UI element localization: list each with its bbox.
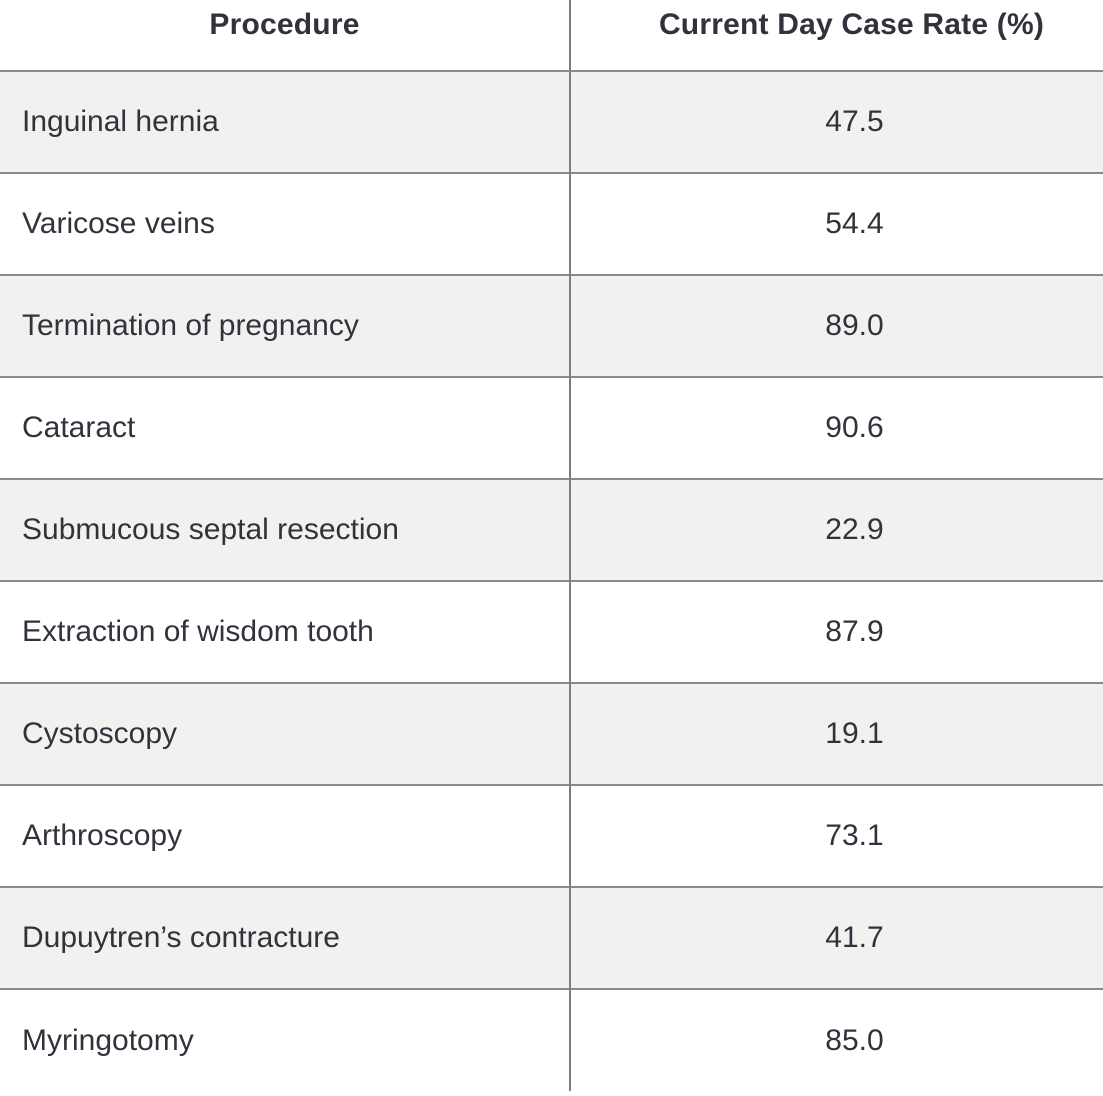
procedure-cell: Submucous septal resection (0, 478, 571, 581)
procedure-cell: Varicose veins (0, 172, 571, 275)
rate-cell: 41.7 (570, 886, 1103, 989)
table-row: Inguinal hernia 47.5 (0, 71, 1103, 173)
table-row: Termination of pregnancy 89.0 (0, 274, 1103, 377)
table-row: Extraction of wisdom tooth 87.9 (0, 580, 1103, 683)
rate-cell: 89.0 (570, 274, 1103, 377)
rate-cell: 22.9 (570, 478, 1103, 581)
column-header-procedure: Procedure (0, 0, 571, 72)
rate-cell: 73.1 (570, 784, 1103, 887)
table-header: Procedure Current Day Case Rate (%) (0, 0, 1103, 72)
rate-cell: 19.1 (570, 682, 1103, 785)
table-row: Cystoscopy 19.1 (0, 682, 1103, 785)
table-body: Inguinal hernia 47.5 Varicose veins 54.4 Ter… (0, 71, 1103, 1091)
table-row: Arthroscopy 73.1 (0, 784, 1103, 887)
rate-cell: 90.6 (570, 376, 1103, 479)
rate-cell: 47.5 (570, 71, 1103, 173)
header-row: Procedure Current Day Case Rate (%) (0, 0, 1103, 72)
rate-cell: 87.9 (570, 580, 1103, 683)
column-header-current-day-case-rate: Current Day Case Rate (%) (570, 0, 1103, 72)
procedure-cell: Inguinal hernia (0, 71, 571, 173)
table-row: Dupuytren’s contracture 41.7 (0, 886, 1103, 989)
rate-cell: 54.4 (570, 172, 1103, 275)
procedure-cell: Extraction of wisdom tooth (0, 580, 571, 683)
procedure-cell: Cystoscopy (0, 682, 571, 785)
procedure-cell: Dupuytren’s contracture (0, 886, 571, 989)
table-row: Varicose veins 54.4 (0, 172, 1103, 275)
rate-cell: 85.0 (570, 988, 1103, 1091)
table-row: Submucous septal resection 22.9 (0, 478, 1103, 581)
procedure-cell: Cataract (0, 376, 571, 479)
procedure-cell: Termination of pregnancy (0, 274, 571, 377)
procedure-cell: Arthroscopy (0, 784, 571, 887)
table-row: Myringotomy 85.0 (0, 988, 1103, 1091)
procedure-cell: Myringotomy (0, 988, 571, 1091)
table-row: Cataract 90.6 (0, 376, 1103, 479)
